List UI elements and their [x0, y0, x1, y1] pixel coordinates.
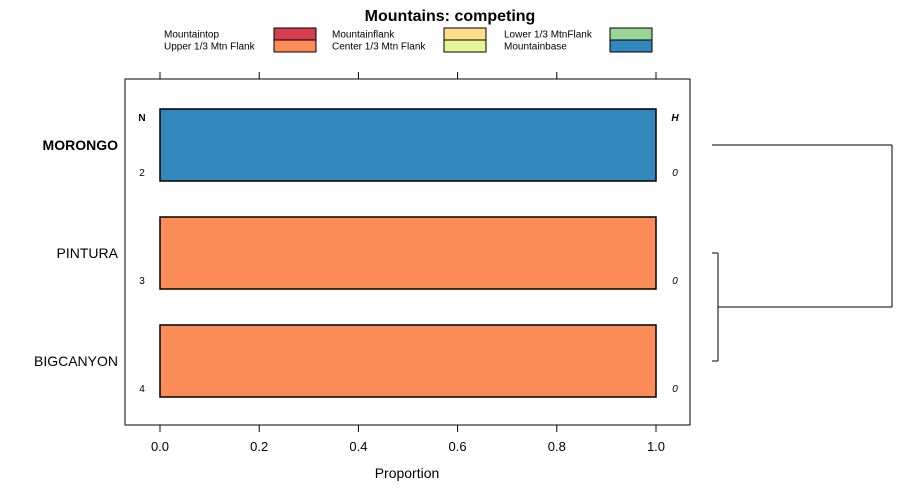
- x-tick-label-1: 0.2: [250, 439, 268, 454]
- legend-swatch-3: [443, 39, 487, 53]
- x-tick-label-4: 0.8: [548, 439, 566, 454]
- legend-label-4: Lower 1/3 MtnFlank: [504, 30, 593, 41]
- legend-swatch-5: [609, 39, 653, 53]
- x-tick-label-2: 0.4: [349, 439, 367, 454]
- h-value-bigcanyon: 0: [672, 384, 678, 395]
- legend-swatch-4: [609, 27, 653, 41]
- h-value-pintura: 0: [672, 276, 678, 287]
- bar-morongo-0: [159, 108, 657, 182]
- plot-frame: [124, 78, 691, 426]
- dendrogram: [712, 144, 893, 362]
- x-axis-label: Proportion: [375, 465, 440, 481]
- n-header: N: [138, 113, 145, 124]
- legend-label-1: Upper 1/3 Mtn Flank: [164, 42, 256, 53]
- bars: [159, 108, 657, 398]
- axes: 0.0 0.2 0.4 0.6 0.8 1.0: [151, 72, 665, 454]
- category-label-pintura: PINTURA: [57, 245, 119, 261]
- legend-swatch-2: [443, 27, 487, 41]
- n-value-morongo: 2: [139, 168, 145, 179]
- legend-swatch-0: [273, 27, 317, 41]
- n-value-bigcanyon: 4: [139, 384, 145, 395]
- legend-label-2: Mountainflank: [332, 30, 395, 41]
- category-label-bigcanyon: BIGCANYON: [34, 353, 118, 369]
- x-tick-label-0: 0.0: [151, 439, 169, 454]
- h-header: H: [671, 113, 679, 124]
- bar-bigcanyon-0: [159, 324, 657, 398]
- legend-label-3: Center 1/3 Mtn Flank: [332, 42, 426, 53]
- chart-title: Mountains: competing: [365, 8, 536, 25]
- legend-label-0: Mountaintop: [164, 30, 219, 41]
- bar-pintura-0: [159, 216, 657, 290]
- legend-label-5: Mountainbase: [504, 42, 567, 53]
- x-tick-label-3: 0.6: [449, 439, 467, 454]
- n-value-pintura: 3: [139, 276, 145, 287]
- h-value-morongo: 0: [672, 168, 678, 179]
- x-tick-label-5: 1.0: [647, 439, 665, 454]
- legend-swatch-1: [273, 39, 317, 53]
- category-label-morongo: MORONGO: [43, 137, 119, 153]
- category-labels: N H MORONGO 2 0 PINTURA 3 0 BIGCANYON 4 0: [34, 113, 679, 395]
